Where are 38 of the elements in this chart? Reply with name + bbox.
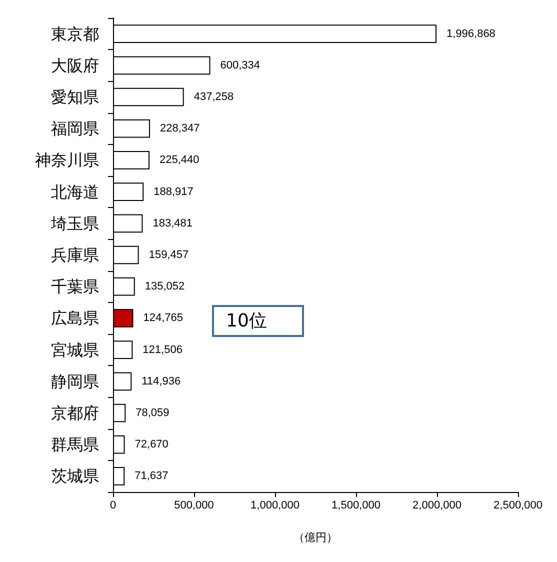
y-tick-label: 埼玉県 (50, 214, 99, 233)
data-label: 78,059 (136, 407, 170, 419)
y-tick-label: 北海道 (51, 182, 99, 202)
data-label: 159,457 (148, 249, 189, 261)
data-label: 121,506 (142, 344, 182, 356)
x-tick-label: 1,000,000 (250, 500, 300, 512)
y-tick-label: 福岡県 (51, 119, 99, 138)
y-tick-label: 東京都 (51, 24, 99, 44)
y-tick-label: 愛知県 (51, 88, 99, 106)
y-tick-label: 京都府 (51, 404, 99, 422)
x-tick-label: 0 (110, 500, 116, 512)
y-tick-label: 千葉県 (51, 277, 99, 296)
x-tick-label: 2,000,000 (412, 500, 462, 512)
y-tick-label: 静岡県 (51, 372, 99, 391)
data-label: 114,936 (142, 375, 181, 388)
data-label: 600,334 (220, 59, 260, 72)
data-label: 188,917 (154, 186, 194, 198)
y-tick-label: 広島県 (51, 308, 99, 328)
y-tick-label: 宮城県 (51, 340, 99, 360)
data-label: 225,440 (160, 154, 200, 166)
y-tick-label: 大阪府 (51, 56, 99, 75)
x-tick-label: 500,000 (174, 500, 214, 512)
annotation: 10位 (226, 310, 267, 332)
data-label: 124,765 (143, 312, 183, 324)
y-tick-label: 茨城県 (51, 466, 99, 486)
data-label: 72,670 (134, 438, 168, 451)
data-label: 228,347 (160, 122, 200, 135)
x-tick-label: 2,500,000 (494, 500, 542, 512)
data-label: 437,258 (194, 91, 234, 103)
data-label: 183,481 (152, 217, 192, 230)
y-tick-label: 兵庫県 (51, 246, 99, 264)
data-label: 135,052 (144, 280, 185, 293)
x-axis-title: （億円） (294, 531, 338, 544)
y-tick-label: 群馬県 (51, 435, 99, 454)
data-label: 71,637 (134, 470, 168, 482)
data-label: 1,996,868 (446, 28, 496, 40)
x-tick-label: 1,500,000 (332, 500, 380, 512)
y-tick-label: 神奈川県 (35, 150, 99, 170)
